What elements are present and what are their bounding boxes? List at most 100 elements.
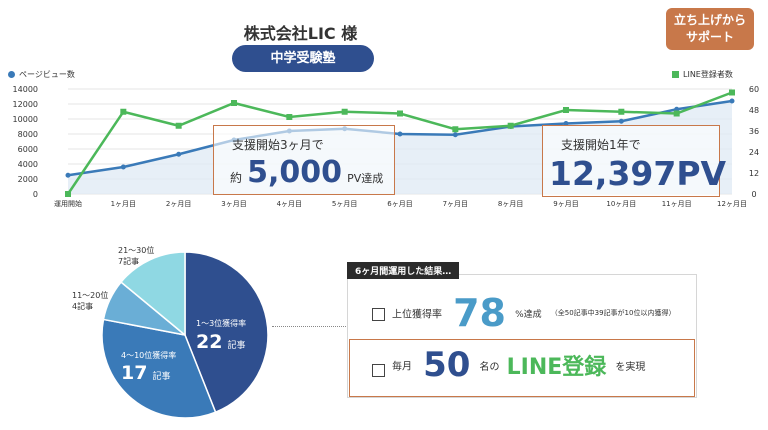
pie-slice (119, 251, 186, 337)
x-tick: 4ヶ月目 (277, 200, 302, 208)
result-ranking-rate: 上位獲得率 78 %達成 （全50記事中39記事が10位以内獲得） (392, 291, 675, 335)
x-tick: 12ヶ月目 (717, 200, 747, 208)
legend-line-marker (672, 71, 679, 78)
pie-label-11-20-range: 11〜20位 (72, 291, 109, 300)
y-tick-right: 36 (749, 127, 759, 136)
line-point (397, 110, 403, 117)
pie-chart (101, 251, 269, 419)
pie-label-11-20-count: 4記事 (72, 302, 94, 311)
callout1-value-row: 約 5,000 PV達成 (230, 155, 383, 190)
x-tick: 9ヶ月目 (553, 200, 578, 208)
pv-point (618, 118, 624, 124)
line-point (618, 108, 625, 115)
pie-label-21-30: 21〜30位 7記事 (118, 245, 154, 267)
callout1-text: 支援開始3ヶ月で (232, 138, 324, 152)
y-tick-right: 24 (749, 148, 759, 157)
line-point (452, 126, 459, 133)
pv-point (65, 172, 71, 178)
y-tick-left: 8000 (18, 130, 38, 139)
x-tick: 運用開始 (54, 199, 82, 208)
x-tick: 10ヶ月目 (606, 200, 636, 208)
x-tick: 1ヶ月目 (111, 200, 136, 208)
y-tick-left: 2000 (18, 175, 38, 184)
line-point (65, 191, 71, 197)
pv-point (176, 151, 182, 157)
line-point (286, 114, 293, 120)
checkbox-icon-result2 (372, 364, 385, 377)
pv-point (452, 132, 458, 138)
pie-label-4-10-count: 17 (121, 362, 148, 384)
y-tick-left: 4000 (18, 160, 38, 169)
pie-label-1-3-range: 1〜3位獲得率 (196, 319, 247, 328)
y-tick-right: 60 (749, 85, 759, 94)
x-tick: 3ヶ月目 (221, 200, 246, 208)
legend-pv-marker (8, 71, 15, 78)
subtitle-badge: 中学受験塾 (232, 45, 374, 72)
line-point (729, 89, 735, 96)
result-line-highlight-box (349, 339, 695, 397)
result2-mid: 名の (479, 361, 500, 373)
support-badge-line2: サポート (685, 30, 734, 44)
x-tick: 8ヶ月目 (498, 200, 523, 208)
pv-point (120, 164, 126, 170)
x-tick: 6ヶ月目 (387, 200, 412, 208)
result2-suffix: を実現 (615, 361, 646, 373)
line-point (341, 108, 348, 115)
pie-label-11-20: 11〜20位 4記事 (72, 290, 108, 312)
x-tick: 5ヶ月目 (332, 200, 357, 208)
connector-line (272, 326, 348, 327)
pie-label-1-3: 1〜3位獲得率 22 記事 (196, 318, 246, 353)
y-tick-left: 0 (33, 190, 38, 199)
y-tick-right: 48 (749, 106, 759, 115)
callout1-value: 5,000 (247, 155, 343, 190)
y-tick-left: 12000 (13, 100, 38, 109)
results-header: 6ヶ月間運用した結果… (347, 262, 460, 279)
pie-label-4-10-range: 4〜10位獲得率 (121, 351, 177, 360)
callout2-value: 12,397PV (549, 154, 727, 193)
pie-label-4-10: 4〜10位獲得率 17 記事 (121, 350, 176, 384)
result1-label: 上位獲得率 (392, 309, 442, 321)
pv-point (729, 98, 735, 104)
pie-label-4-10-unit: 記事 (152, 372, 171, 382)
x-tick: 7ヶ月目 (443, 200, 468, 208)
result2-value: 50 (423, 345, 471, 385)
legend-pv-label: ページビュー数 (19, 70, 75, 79)
pv-point (563, 121, 569, 126)
callout1-prefix: 約 (230, 171, 243, 185)
result-line-registration: 毎月 50 名の LINE登録 を実現 (392, 345, 645, 385)
pie-label-4-10-count-row: 17 記事 (121, 362, 176, 384)
pie-label-1-3-count: 22 (196, 331, 223, 353)
pie-label-1-3-count-row: 22 記事 (196, 331, 246, 353)
line-point (563, 107, 569, 113)
results-box (347, 274, 697, 398)
pie-label-21-30-range: 21〜30位 (118, 246, 155, 255)
legend-pv: ページビュー数 (8, 69, 75, 80)
y-tick-left: 14000 (13, 85, 38, 94)
y-tick-right: 0 (751, 190, 756, 199)
callout-1-year: 支援開始1年で 12,397PV (542, 125, 726, 197)
y-tick-left: 10000 (13, 115, 38, 124)
result2-highlight: LINE登録 (506, 355, 607, 380)
callout1-suffix: PV達成 (347, 172, 384, 185)
x-tick: 2ヶ月目 (166, 200, 191, 208)
y-tick-right: 12 (749, 169, 759, 178)
legend-line-label: LINE登録者数 (683, 70, 733, 79)
callout2-text: 支援開始1年で (561, 138, 641, 152)
pie-label-21-30-count: 7記事 (118, 257, 140, 266)
line-point (175, 122, 182, 129)
y-tick-left: 6000 (18, 145, 38, 154)
page-title: 株式会社LIC 様 (243, 24, 358, 43)
support-badge: 立ち上げから サポート (666, 8, 754, 50)
callout-3-months: 支援開始3ヶ月で 約 5,000 PV達成 (213, 125, 395, 195)
legend-line: LINE登録者数 (672, 69, 733, 80)
pv-point (397, 131, 403, 137)
checkbox-icon-result1 (372, 308, 385, 321)
pie-label-1-3-unit: 記事 (227, 341, 246, 351)
result1-unit: %達成 (515, 309, 542, 320)
line-point (120, 108, 127, 115)
result2-prefix: 毎月 (392, 361, 412, 373)
line-point (231, 100, 237, 106)
result1-note: （全50記事中39記事が10位以内獲得） (550, 309, 676, 317)
support-badge-line1: 立ち上げから (673, 13, 746, 27)
line-point (673, 110, 680, 117)
